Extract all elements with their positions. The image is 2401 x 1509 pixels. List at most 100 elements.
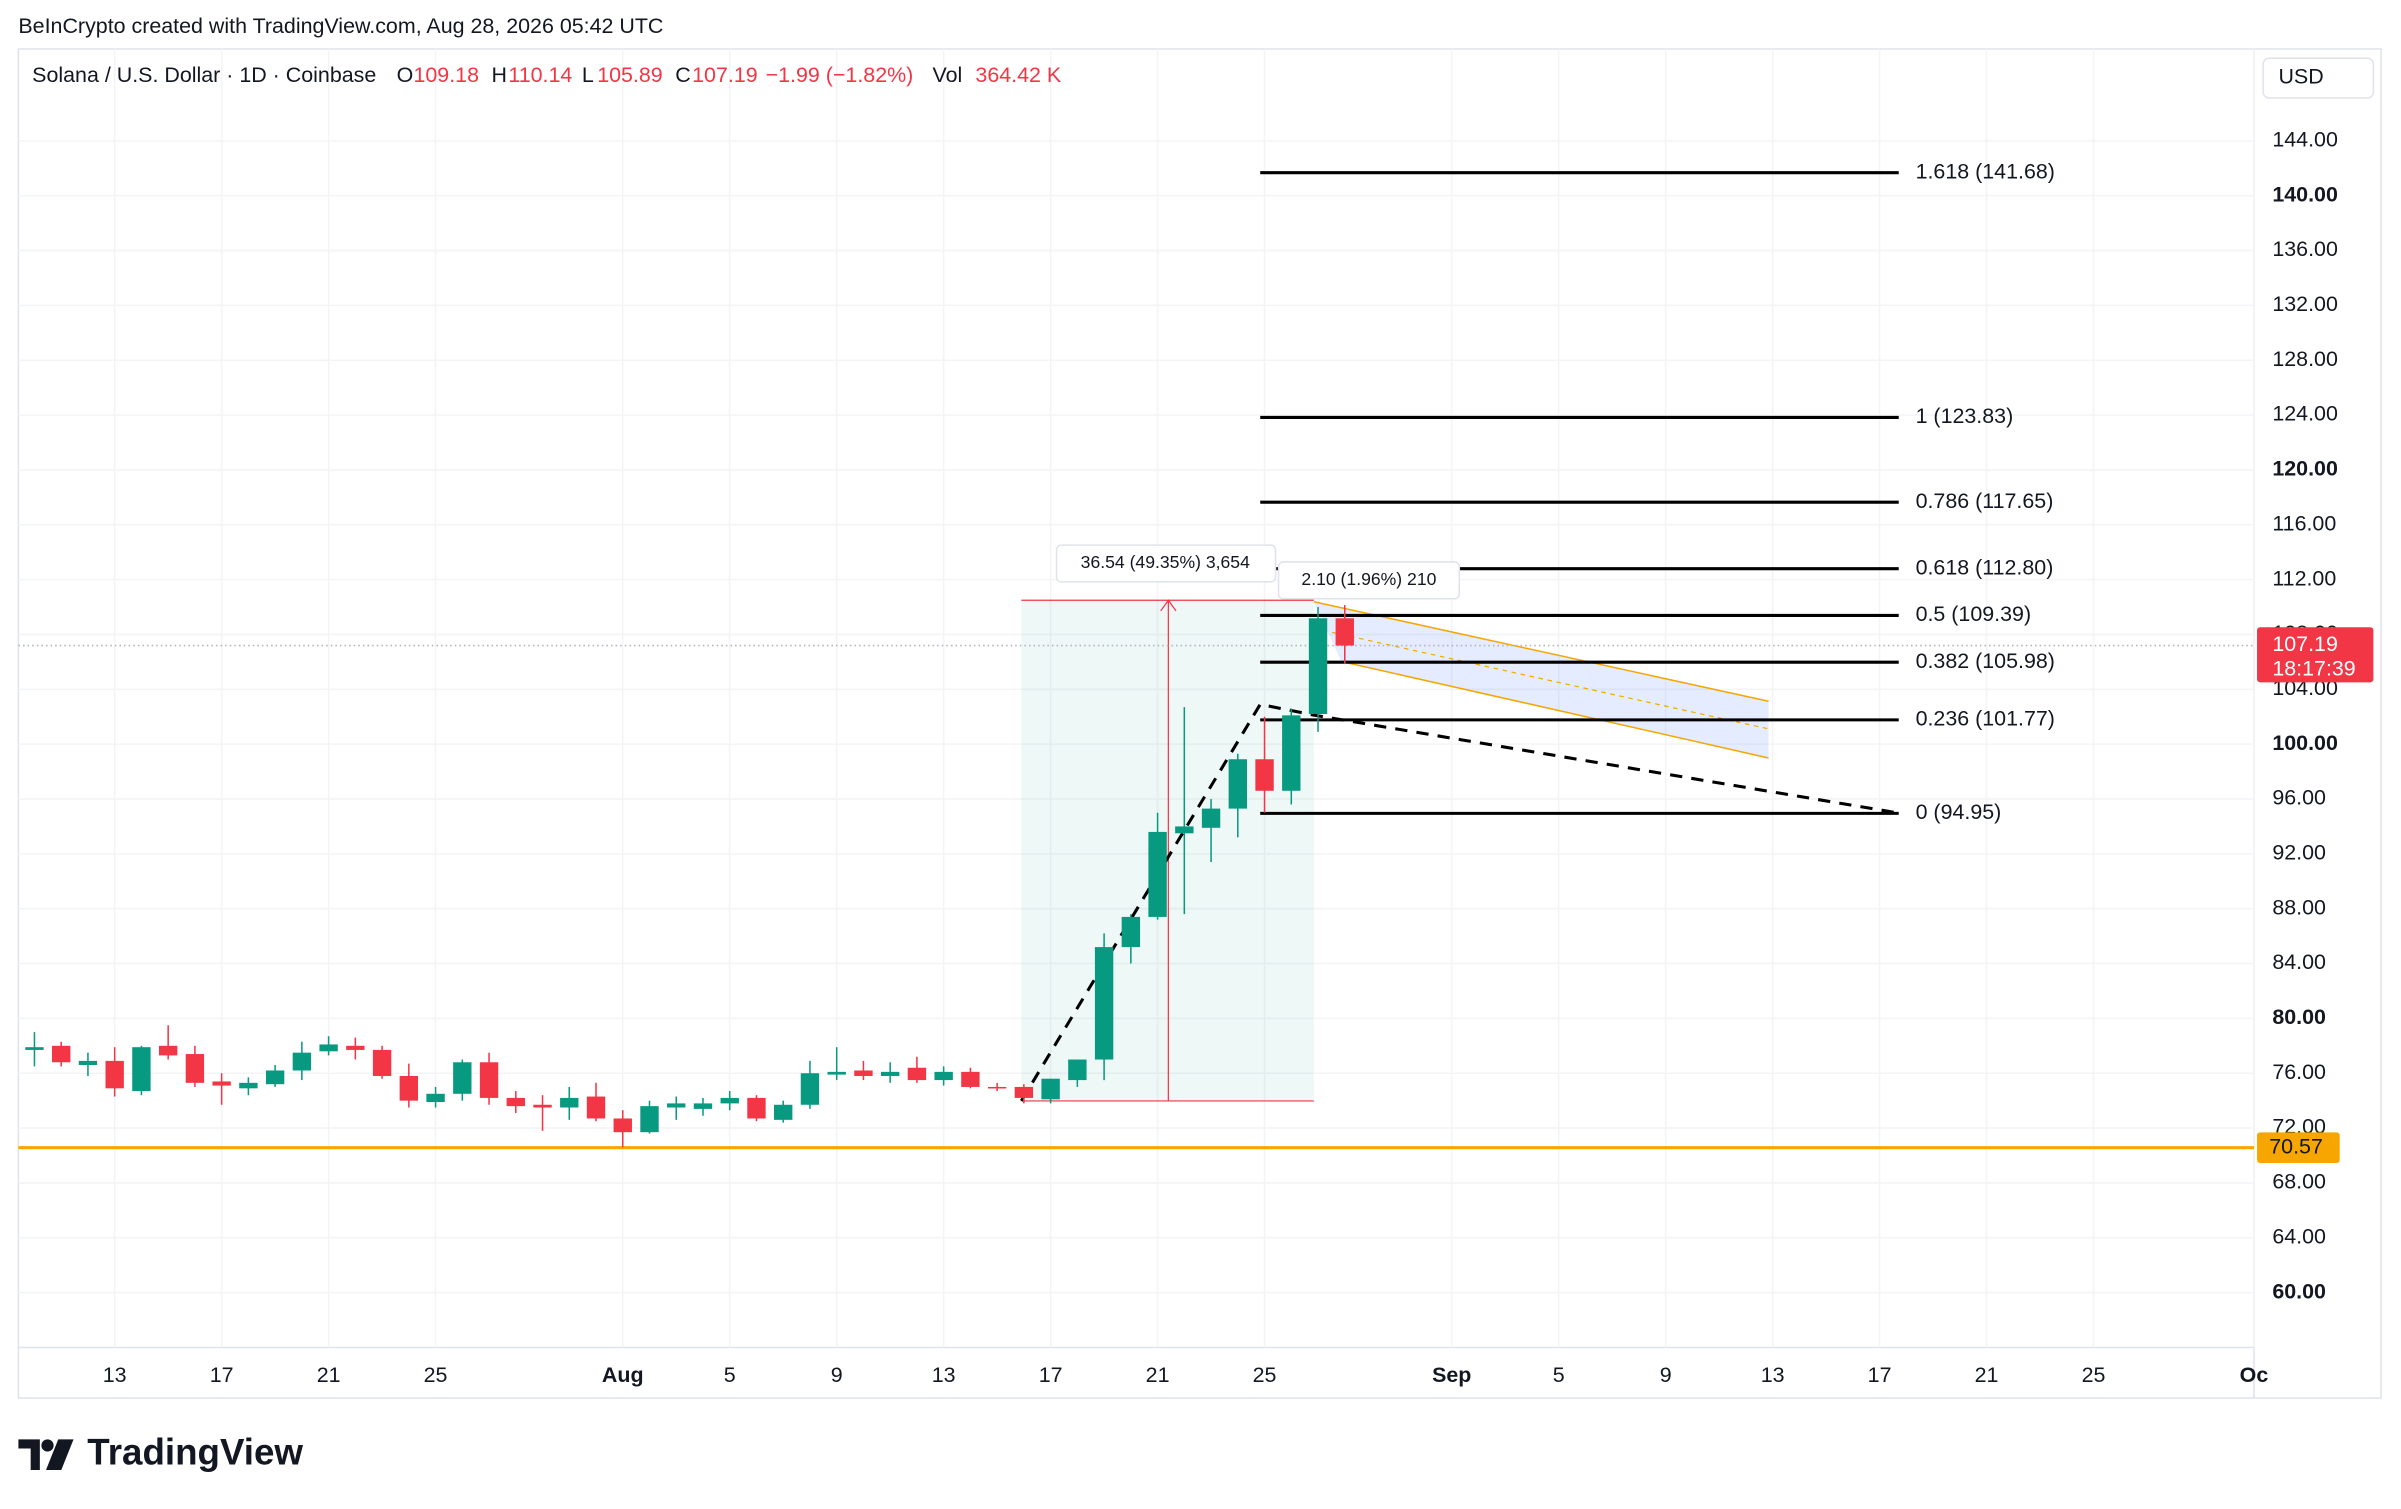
y-tick-label: 92.00 xyxy=(2272,841,2326,865)
chart-frame xyxy=(17,48,2382,1399)
legend-vol: Vol xyxy=(933,63,963,87)
grid xyxy=(18,48,2255,1348)
candle-body xyxy=(800,1073,820,1105)
fib-label: 0.786 (117.65) xyxy=(1916,489,2054,513)
candle-body xyxy=(880,1071,900,1076)
legend-close: 107.19 xyxy=(692,63,758,87)
x-tick-label: 21 xyxy=(1146,1363,1170,1387)
last-price-tag xyxy=(2257,627,2374,683)
price-lines xyxy=(18,644,2254,1150)
candle-body xyxy=(693,1103,713,1109)
candle-body xyxy=(1068,1059,1087,1081)
candle-body xyxy=(479,1062,499,1098)
candle-body xyxy=(854,1070,873,1076)
y-tick-label: 84.00 xyxy=(2272,950,2326,974)
y-tick-label: 96.00 xyxy=(2272,786,2326,810)
measure-label-box xyxy=(1055,544,1277,583)
currency[interactable]: USD xyxy=(2278,65,2323,89)
fib-label: 0.236 (101.77) xyxy=(1916,707,2055,731)
y-tick-label: 60.00 xyxy=(2272,1279,2326,1303)
candle-body xyxy=(1255,759,1274,791)
currency-button[interactable] xyxy=(2262,57,2375,99)
x-tick-label: 9 xyxy=(1660,1363,1672,1387)
last-price-label: 107.19 xyxy=(2272,632,2338,656)
channel xyxy=(1313,601,1769,758)
y-tick-label: 64.00 xyxy=(2272,1224,2326,1248)
candle-body xyxy=(105,1060,124,1089)
candle-body xyxy=(1041,1078,1060,1100)
fib-label: 0.5 (109.39) xyxy=(1916,602,2032,626)
y-tick-label: 100.00 xyxy=(2272,731,2338,755)
candle-body xyxy=(747,1097,766,1119)
candle-body xyxy=(1014,1086,1034,1098)
candle-body xyxy=(132,1047,151,1092)
measure-small-box xyxy=(1277,561,1461,600)
y-tick-label: 128.00 xyxy=(2272,347,2338,371)
channel-bottom xyxy=(1341,660,1769,759)
candle-body xyxy=(613,1118,632,1133)
legend-low: 105.89 xyxy=(597,63,663,87)
legend-symbol: Solana / U.S. Dollar · 1D · Coinbase xyxy=(32,63,376,87)
x-tick-label: 9 xyxy=(831,1363,843,1387)
legend-c: C xyxy=(675,63,690,87)
countdown-label: 18:17:39 xyxy=(2272,657,2355,681)
fib-label: 0 (94.95) xyxy=(1916,800,2002,824)
channel-top xyxy=(1313,601,1769,703)
candle-body xyxy=(346,1045,365,1050)
candle-body xyxy=(78,1060,98,1066)
x-tick-label: 17 xyxy=(210,1363,234,1387)
fib-label: 1 (123.83) xyxy=(1916,404,2014,428)
x-tick-label: 17 xyxy=(1868,1363,1892,1387)
candle-body xyxy=(399,1075,419,1101)
candle-body xyxy=(506,1097,525,1107)
y-tick-label: 116.00 xyxy=(2272,511,2336,535)
x-tick-label: 13 xyxy=(932,1363,956,1387)
legend-volume: 364.42 K xyxy=(975,63,1061,87)
x-tick-label: Aug xyxy=(602,1363,644,1387)
x-tick-label: 25 xyxy=(424,1363,448,1387)
candle-body xyxy=(453,1062,472,1094)
candle-body xyxy=(319,1044,338,1052)
candle-body xyxy=(560,1097,579,1108)
candle-body xyxy=(1228,759,1247,809)
logo xyxy=(18,1439,74,1470)
candle-body xyxy=(1308,618,1328,714)
candle-body xyxy=(907,1067,927,1081)
y-tick-label: 80.00 xyxy=(2272,1005,2326,1029)
y-tick-label: 124.00 xyxy=(2272,402,2338,426)
x-tick-label: 17 xyxy=(1039,1363,1063,1387)
legend-open: 109.18 xyxy=(413,63,479,87)
header: BeInCrypto created with TradingView.com,… xyxy=(18,14,663,38)
candle-body xyxy=(987,1086,1007,1089)
candle-body xyxy=(640,1106,659,1133)
candle-body xyxy=(52,1045,71,1063)
footer-brand: TradingView xyxy=(87,1431,303,1472)
x-tick-label: 25 xyxy=(2082,1363,2106,1387)
candle-body xyxy=(292,1052,312,1071)
measure-arrow-head xyxy=(1160,599,1177,612)
x-tick-label: 13 xyxy=(1761,1363,1785,1387)
candle-body xyxy=(426,1093,445,1103)
legend-high: 110.14 xyxy=(508,63,572,87)
support-tag xyxy=(2257,1132,2340,1163)
x-tick-label: 5 xyxy=(724,1363,736,1387)
y-tick-label: 140.00 xyxy=(2272,182,2338,206)
y-tick-label: 76.00 xyxy=(2272,1060,2326,1084)
y-tick-label: 144.00 xyxy=(2272,128,2338,152)
candle-body xyxy=(1094,947,1114,1060)
legend-h: H xyxy=(492,63,507,87)
y-tick-label: 112.00 xyxy=(2272,566,2336,590)
candle-body xyxy=(1175,826,1194,834)
x-tick-label: Sep xyxy=(1432,1363,1471,1387)
channel-mid xyxy=(1332,631,1769,730)
candle-body xyxy=(774,1104,793,1120)
fib-label: 0.618 (112.80) xyxy=(1916,555,2054,579)
y-tick-label: 68.00 xyxy=(2272,1170,2326,1194)
candle-body xyxy=(720,1097,739,1104)
candle-body xyxy=(1148,831,1167,917)
y-tick-label: 88.00 xyxy=(2272,895,2326,919)
candle-body xyxy=(372,1049,392,1076)
legend-o: O xyxy=(397,63,414,87)
